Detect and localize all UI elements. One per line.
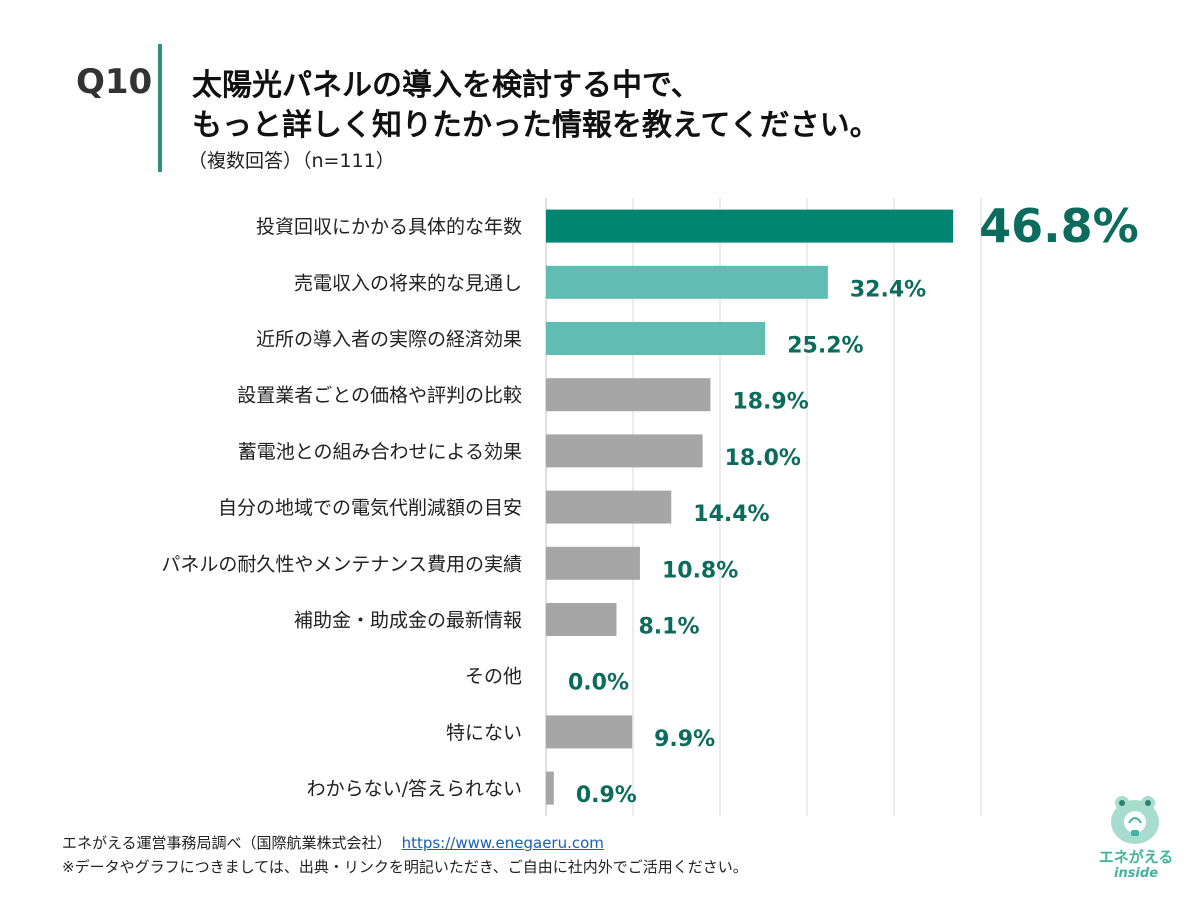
bar <box>546 265 828 299</box>
bar <box>546 603 617 636</box>
bar <box>546 715 633 749</box>
logo-sub: inside <box>1113 866 1159 881</box>
value-label: 0.9% <box>576 783 637 808</box>
category-label: 自分の地域での電気代削減額の目安 <box>218 497 522 519</box>
question-accent-bar <box>158 44 162 172</box>
category-label: 売電収入の将来的な見通し <box>294 272 522 294</box>
category-label: わからない/答えられない <box>307 778 522 800</box>
category-label: 設置業者ごとの価格や評判の比較 <box>237 385 522 407</box>
category-label: 近所の導入者の実際の経済効果 <box>256 329 522 351</box>
page-title-line2: もっと詳しく知りたかった情報を教えてください。 <box>192 108 880 143</box>
usage-note: ※データやグラフにつきましては、出典・リンクを明記いただき、ご自由に社内外でご活… <box>62 858 748 876</box>
source-line: エネがえる運営事務局調べ（国際航業株式会社） https://www.enegae… <box>62 832 604 853</box>
bar <box>546 378 711 412</box>
value-label: 18.0% <box>725 446 801 471</box>
value-label: 32.4% <box>850 277 926 302</box>
category-label: 補助金・助成金の最新情報 <box>294 610 522 632</box>
category-label: 投資回収にかかる具体的な年数 <box>256 216 522 238</box>
value-label: 18.9% <box>732 390 808 415</box>
value-label: 0.0% <box>568 671 629 696</box>
bar <box>546 322 766 355</box>
value-label: 14.4% <box>693 502 769 527</box>
frog-lightbulb-icon <box>1111 796 1159 844</box>
page-title-line1: 太陽光パネルの導入を検討する中で、 <box>192 68 701 103</box>
bar <box>546 209 954 243</box>
value-label: 8.1% <box>638 615 699 640</box>
value-label: 9.9% <box>654 727 715 752</box>
category-label: 特にない <box>446 722 522 744</box>
value-label: 25.2% <box>787 334 863 359</box>
page-subtitle: （複数回答）（n=111） <box>188 150 395 172</box>
value-label: 10.8% <box>662 558 738 583</box>
value-label: 46.8% <box>979 199 1139 253</box>
category-label: 蓄電池との組み合わせによる効果 <box>238 441 522 463</box>
category-label: その他 <box>465 666 522 688</box>
category-label: パネルの耐久性やメンテナンス費用の実績 <box>161 553 522 575</box>
question-number: Q10 <box>76 62 153 102</box>
source-link[interactable]: https://www.enegaeru.com <box>401 834 604 852</box>
bar <box>546 771 554 805</box>
source-text: エネがえる運営事務局調べ（国際航業株式会社） <box>62 834 392 852</box>
logo-name: エネがえる <box>1098 848 1174 866</box>
bar <box>546 434 703 468</box>
bar <box>546 546 640 580</box>
bar <box>546 490 672 524</box>
